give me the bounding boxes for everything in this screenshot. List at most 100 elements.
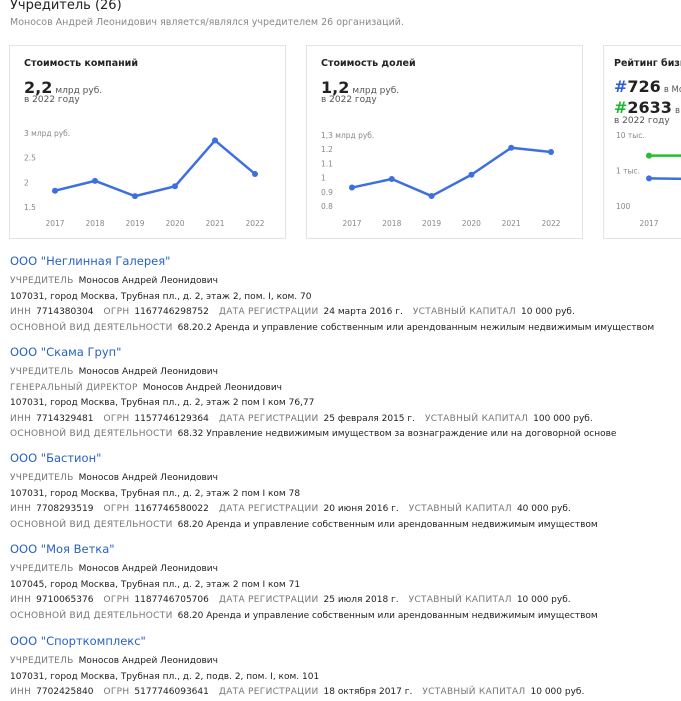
y-tick-label: 1.2 <box>321 145 333 154</box>
y-tick-label: 0.8 <box>321 202 333 211</box>
rank-moscow-value: 726 <box>627 77 661 96</box>
founder-value[interactable]: Моносов Андрей Леонидович <box>78 473 218 483</box>
card-company-value[interactable]: Стоимость компаний 2,2 млрд руб. в 2022 г… <box>9 45 286 239</box>
data-point <box>468 171 475 178</box>
activity-label: ОСНОВНОЙ ВИД ДЕЯТЕЛЬНОСТИ <box>10 519 173 530</box>
org-item: ООО "Спорткомплекс" УЧРЕДИТЕЛЬ Моносов Ан… <box>10 634 680 701</box>
card-value-number: 1,2 <box>321 78 350 97</box>
data-point <box>92 177 98 184</box>
ogrn-value: 1187746705706 <box>134 595 209 605</box>
director-label: ГЕНЕРАЛЬНЫЙ ДИРЕКТОР <box>10 382 138 393</box>
y-tick-label: 1,3 млрд руб. <box>321 131 374 140</box>
org-item: ООО "Неглинная Галерея" УЧРЕДИТЕЛЬ Моносо… <box>10 254 680 336</box>
org-founder-row: УЧРЕДИТЕЛЬ Моносов Андрей Леонидович <box>10 562 680 578</box>
activity-label: ОСНОВНОЙ ВИД ДЕЯТЕЛЬНОСТИ <box>10 429 173 439</box>
ogrn-value: 1167746580022 <box>134 504 209 514</box>
x-tick-label: 2019 <box>125 219 144 228</box>
share-value-chart: 0.8 0.9 1 1.1 1.2 1,3 млрд руб. 2017 2018 2019 20… <box>321 131 561 228</box>
org-address: 107031, город Москва, Трубная пл., д. 2,… <box>10 671 320 682</box>
ogrn-label: ОГРН <box>103 413 130 424</box>
company-value-chart: 1.5 2 2.5 3 млрд руб. 2017 2018 2019 2020 2021 20… <box>24 129 265 228</box>
org-activity-row: ОСНОВНОЙ ВИД ДЕЯТЕЛЬНОСТИ 68.32 Управлени… <box>10 427 680 443</box>
director-value[interactable]: Моносов Андрей Леонидович <box>142 382 282 393</box>
org-name-link[interactable]: ООО "Моя Ветка" <box>10 542 115 556</box>
founder-label: УЧРЕДИТЕЛЬ <box>10 564 74 574</box>
x-tick-label: 2019 <box>422 219 441 228</box>
reg-date-label: ДАТА РЕГИСТРАЦИИ <box>218 413 319 424</box>
rank-moscow-location: в Мос <box>663 85 681 95</box>
data-point <box>212 137 218 144</box>
inn-label: ИНН <box>10 687 32 697</box>
capital-value: 10 000 руб. <box>521 307 575 317</box>
inn-value: 7708293519 <box>36 504 94 514</box>
x-tick-label: 2017 <box>639 219 658 228</box>
hash-icon: # <box>614 77 628 96</box>
ogrn-label: ОГРН <box>103 595 130 605</box>
ogrn-value: 1157746129364 <box>134 413 209 424</box>
org-name-link[interactable]: ООО "Скама Груп" <box>10 345 122 359</box>
series-line <box>648 177 681 181</box>
org-address: 107031, город Москва, Трубная пл., д. 2,… <box>10 398 315 408</box>
x-tick-label: 2021 <box>502 219 521 228</box>
y-tick-label: 1 <box>321 174 326 183</box>
y-tick-label: 10 тыс. <box>616 131 645 140</box>
founder-label: УЧРЕДИТЕЛЬ <box>10 367 74 377</box>
founder-value[interactable]: Моносов Андрей Леонидович <box>78 564 218 574</box>
data-point <box>388 176 395 183</box>
reg-date-value: 25 июля 2018 г. <box>323 595 399 605</box>
x-tick-label: 2020 <box>165 219 184 228</box>
org-details-row: ИНН 7708293519 ОГРН 1167746580022 ДАТА РЕГИС… <box>10 502 680 518</box>
card-share-value[interactable]: Стоимость долей 1,2 млрд руб. в 2022 году… <box>306 45 583 239</box>
org-founder-row: УЧРЕДИТЕЛЬ Моносов Андрей Леонидович <box>10 365 680 381</box>
x-tick-label: 2022 <box>541 219 560 228</box>
inn-label: ИНН <box>10 307 32 317</box>
inn-label: ИНН <box>10 413 32 424</box>
y-tick-label: 100 <box>616 202 631 211</box>
org-details-row: ИНН 7714329481 ОГРН 1157746129364 ДАТА РЕГИС… <box>10 412 680 428</box>
activity-value: 68.20.2 Аренда и управление собственным … <box>177 322 655 333</box>
org-address: 107031, город Москва, Трубная пл., д. 2,… <box>10 291 312 302</box>
section-subtitle: Моносов Андрей Леонидович является/являл… <box>10 17 404 28</box>
capital-label: УСТАВНЫЙ КАПИТАЛ <box>424 413 529 424</box>
series-line <box>54 139 256 198</box>
org-name-link[interactable]: ООО "Бастион" <box>10 451 102 465</box>
card-title: Стоимость компаний <box>24 58 138 69</box>
reg-date-value: 18 октября 2017 г. <box>323 687 413 697</box>
org-founder-row: УЧРЕДИТЕЛЬ Моносов Андрей Леонидович <box>10 274 680 290</box>
founder-value[interactable]: Моносов Андрей Леонидович <box>78 276 218 286</box>
org-details-row: ИНН 7714380304 ОГРН 1167746298752 ДАТА РЕГИС… <box>10 305 680 321</box>
rating-chart: 10 тыс.1 тыс.10020172022 <box>616 131 681 228</box>
org-details-row: ИНН 9710065376 ОГРН 1187746705706 ДАТА РЕГИС… <box>10 593 680 609</box>
org-activity-row: ОСНОВНОЙ ВИД ДЕЯТЕЛЬНОСТИ 68.20.2 Аренда … <box>10 321 680 337</box>
org-item: ООО "Моя Ветка" УЧРЕДИТЕЛЬ Моносов Андрей… <box>10 542 680 624</box>
org-item: ООО "Скама Груп" УЧРЕДИТЕЛЬ Моносов Андре… <box>10 345 680 443</box>
activity-label: ОСНОВНОЙ ВИД ДЕЯТЕЛЬНОСТИ <box>10 322 173 333</box>
x-tick-label: 2021 <box>205 219 224 228</box>
y-tick-label: 2 <box>24 178 29 187</box>
founder-value[interactable]: Моносов Андрей Леонидович <box>78 656 218 666</box>
activity-value: 68.32 Управление недвижимым имуществом з… <box>177 429 617 439</box>
x-tick-label: 2017 <box>342 219 361 228</box>
org-name-link[interactable]: ООО "Неглинная Галерея" <box>10 254 171 268</box>
capital-value: 10 000 руб. <box>516 595 571 605</box>
rank-russia-location: в Р <box>674 106 681 116</box>
activity-value: 68.20 Аренда и управление собственным ил… <box>177 519 598 530</box>
founder-value[interactable]: Моносов Андрей Леонидович <box>78 367 218 377</box>
ogrn-label: ОГРН <box>103 307 130 317</box>
inn-label: ИНН <box>10 595 32 605</box>
section-title: Учредитель (26) <box>10 0 122 13</box>
reg-date-label: ДАТА РЕГИСТРАЦИИ <box>218 504 319 514</box>
reg-date-label: ДАТА РЕГИСТРАЦИИ <box>218 307 319 317</box>
data-point <box>349 184 355 191</box>
org-director-row: ГЕНЕРАЛЬНЫЙ ДИРЕКТОР Моносов Андрей Леони… <box>10 381 680 397</box>
card-value: 2,2 млрд руб. <box>24 78 102 97</box>
org-name-link[interactable]: ООО "Спорткомплекс" <box>10 634 146 648</box>
reg-date-label: ДАТА РЕГИСТРАЦИИ <box>218 687 319 697</box>
inn-value: 7702425840 <box>36 687 94 697</box>
org-founder-row: УЧРЕДИТЕЛЬ Моносов Андрей Леонидович <box>10 471 680 487</box>
data-point <box>428 193 435 200</box>
card-title: Стоимость долей <box>321 58 416 69</box>
inn-value: 9710065376 <box>36 595 94 605</box>
